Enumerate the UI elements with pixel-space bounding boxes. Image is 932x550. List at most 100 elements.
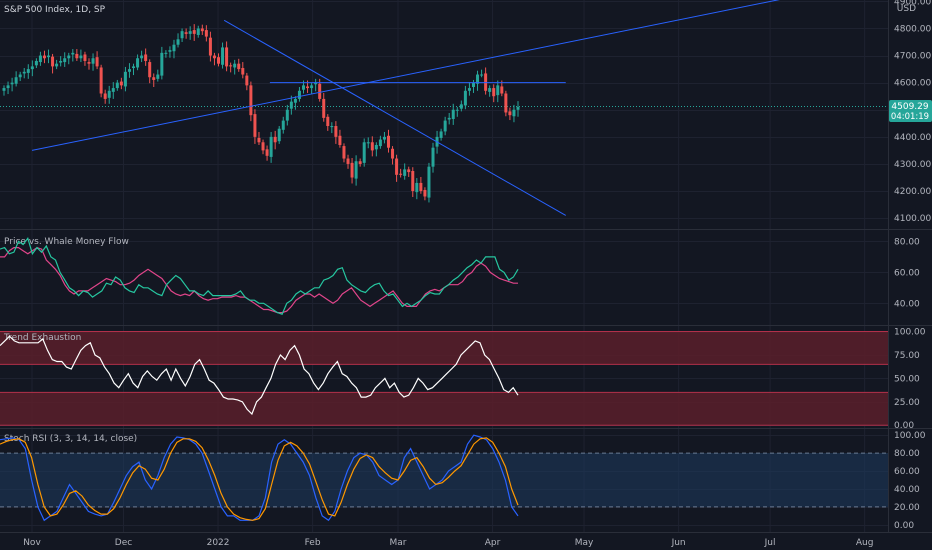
candle-body	[22, 71, 26, 74]
candle-body	[366, 142, 370, 144]
stoch-pane-title: Stoch RSI (3, 3, 14, 14, close)	[4, 434, 137, 444]
candle-body	[71, 52, 75, 55]
time-axis-tick-label: May	[575, 538, 594, 548]
trendline[interactable]	[223, 19, 566, 216]
price-axis-tick-label: 4400.00	[894, 133, 931, 143]
time-axis[interactable]: Nov Dec 2022 Feb Mar Apr May Jun Jul Aug	[23, 538, 873, 548]
time-axis-tick-label: Aug	[856, 538, 874, 548]
candle-body	[338, 135, 342, 145]
candle-body	[233, 63, 237, 68]
time-axis-tick-label: 2022	[207, 538, 230, 548]
stoch-d-line	[0, 437, 519, 521]
price-axis-tick-label: 0.00	[894, 521, 914, 531]
candle-body	[14, 77, 18, 84]
candle-body	[204, 30, 208, 37]
whale-money-flow-pane[interactable]: Price vs. Whale Money Flow	[0, 236, 519, 315]
price-axis-tick-label: 75.00	[894, 351, 920, 361]
candle-body	[342, 146, 346, 159]
trendline[interactable]	[31, 0, 865, 151]
candle-body	[496, 85, 500, 96]
candle-body	[123, 71, 127, 87]
candle-body	[427, 166, 431, 198]
time-axis-tick-label: Jun	[671, 538, 686, 548]
time-axis-tick-label: Feb	[305, 538, 321, 548]
time-axis-tick-label: Mar	[390, 538, 407, 548]
candle-body	[463, 90, 467, 106]
price-pane[interactable]: S&P 500 Index, 1D, SP	[0, 0, 888, 216]
candle-body	[237, 63, 241, 70]
candle-body	[326, 116, 330, 127]
candle-body	[91, 58, 95, 64]
stoch-overbought-oversold-band	[0, 453, 888, 507]
candle-body	[111, 88, 115, 92]
candlestick-series	[2, 24, 520, 203]
candle-body	[395, 158, 399, 175]
price-axis-tick-label: 25.00	[894, 398, 920, 408]
candle-body	[411, 171, 415, 192]
candle-body	[63, 58, 67, 63]
candle-body	[423, 189, 427, 197]
candle-body	[415, 182, 419, 193]
price-axis-tick-label: 80.00	[894, 449, 920, 459]
candle-body	[334, 126, 338, 137]
candle-body	[99, 67, 103, 94]
candle-body	[330, 126, 334, 128]
candle-body	[184, 32, 188, 34]
candle-body	[293, 98, 297, 103]
last-price-value: 4509.29	[891, 102, 928, 112]
candle-body	[18, 74, 22, 78]
candle-body	[75, 53, 79, 59]
price-axis-tick-label: 80.00	[894, 237, 920, 247]
candle-body	[508, 111, 512, 116]
candle-body	[419, 182, 423, 192]
trend-exhaustion-pane[interactable]: Trend Exhaustion	[0, 331, 888, 426]
candle-body	[322, 98, 326, 118]
stoch-rsi-pane[interactable]: Stoch RSI (3, 3, 14, 14, close)	[0, 434, 888, 522]
candle-body	[26, 69, 30, 73]
currency-label: USD	[897, 4, 916, 14]
price-axis-tick-label: 0.00	[894, 421, 914, 431]
candle-body	[148, 62, 152, 78]
candle-body	[500, 86, 504, 94]
candle-body	[119, 81, 123, 86]
candle-body	[459, 104, 463, 109]
candle-body	[265, 149, 269, 156]
candle-body	[358, 161, 362, 164]
candle-body	[378, 139, 382, 147]
candle-body	[269, 136, 273, 157]
exhaustion-zones	[0, 331, 888, 426]
candle-body	[180, 31, 184, 39]
candle-body	[160, 52, 164, 76]
candle-body	[455, 109, 459, 111]
exhaustion-zone	[0, 392, 888, 426]
candle-body	[285, 109, 289, 121]
candle-body	[249, 85, 253, 116]
price-axis-tick-label: 4300.00	[894, 160, 931, 170]
candle-body	[217, 57, 221, 64]
candle-body	[212, 55, 216, 59]
candle-body	[314, 82, 318, 85]
price-axis-tick-label: 40.00	[894, 299, 920, 309]
candle-body	[399, 173, 403, 175]
time-axis-tick-label: Jul	[764, 538, 776, 548]
candle-body	[136, 58, 140, 68]
candle-body	[2, 88, 6, 91]
candle-body	[480, 74, 484, 76]
stoch-k-line	[0, 434, 519, 522]
candle-body	[245, 75, 249, 86]
candle-body	[152, 77, 156, 80]
candle-body	[140, 55, 144, 59]
candle-body	[306, 86, 310, 89]
symbol-title: S&P 500 Index, 1D, SP	[4, 5, 106, 15]
candle-body	[59, 60, 63, 63]
candle-body	[281, 120, 285, 130]
candle-body	[196, 28, 200, 35]
whale-pane-title: Price vs. Whale Money Flow	[4, 237, 129, 247]
candle-body	[273, 136, 277, 143]
price-axis-tick-label: 50.00	[894, 374, 920, 384]
price-axis-tick-label: 40.00	[894, 485, 920, 495]
candle-body	[310, 85, 314, 89]
candle-body	[6, 85, 10, 89]
candle-body	[107, 90, 111, 98]
